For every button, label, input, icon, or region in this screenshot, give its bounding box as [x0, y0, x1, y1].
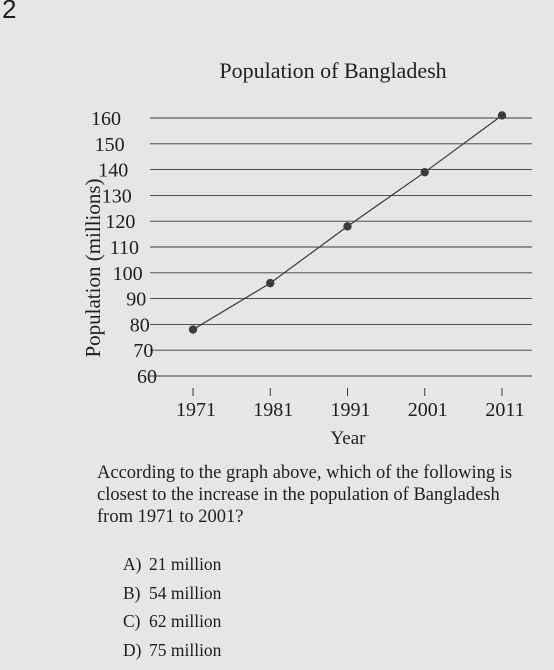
choice-a-text: 21 million: [149, 554, 222, 574]
y-tick-label: 120: [105, 211, 135, 233]
y-tick-label: 130: [102, 185, 132, 207]
choice-b-letter: B): [123, 582, 141, 603]
choice-a-letter: A): [123, 554, 142, 574]
choice-c[interactable]: C) 62 million: [123, 611, 221, 640]
data-point: [497, 111, 507, 120]
y-tick-label: 100: [113, 263, 143, 285]
gridlines: [150, 117, 532, 377]
x-tick-label: 2011: [485, 399, 524, 421]
data-series: [188, 111, 507, 334]
y-axis-ticks: 60 70 80 90 100 110 120 130 140 150 160: [91, 108, 157, 388]
y-axis-label: Population (millions): [81, 178, 105, 357]
data-point: [266, 278, 275, 288]
x-tick-label: 1981: [253, 399, 293, 421]
x-tick-label: 2001: [408, 399, 448, 421]
choice-b-text: 54 million: [149, 582, 222, 603]
data-point: [188, 325, 198, 334]
y-tick-label: 140: [98, 160, 128, 182]
x-tick-label: 1971: [176, 399, 216, 421]
question-number: 2: [2, 0, 17, 24]
y-tick-label: 160: [91, 108, 121, 130]
data-point: [420, 167, 429, 177]
y-tick-label: 110: [110, 237, 139, 259]
choice-d-letter: D): [123, 639, 142, 660]
choice-d-text: 75 million: [149, 639, 222, 660]
y-tick-label: 80: [130, 314, 150, 336]
question-text: According to the graph above, which of t…: [97, 463, 513, 527]
y-tick-label: 70: [133, 340, 153, 362]
answer-choices: A) 21 million B) 54 million C) 62 millio…: [123, 554, 221, 668]
choice-a[interactable]: A) 21 million: [123, 554, 221, 583]
chart-title: Population of Bangladesh: [219, 58, 446, 83]
data-point: [343, 222, 352, 231]
choice-c-letter: C): [123, 611, 141, 631]
choice-c-text: 62 million: [149, 611, 222, 631]
choice-b[interactable]: B) 54 million: [123, 583, 221, 612]
y-tick-label: 60: [137, 366, 157, 388]
choice-d[interactable]: D) 75 million: [123, 640, 221, 669]
y-tick-label: 150: [95, 134, 125, 156]
population-line-chart: Population of Bangladesh 60 70 80 90 100 110 1…: [81, 58, 532, 449]
x-tick-label: 1991: [331, 399, 371, 421]
x-axis-label: Year: [330, 428, 366, 449]
x-axis-ticks: 1971 1981 1991 2001 2011: [176, 388, 525, 421]
y-tick-label: 90: [126, 289, 146, 311]
